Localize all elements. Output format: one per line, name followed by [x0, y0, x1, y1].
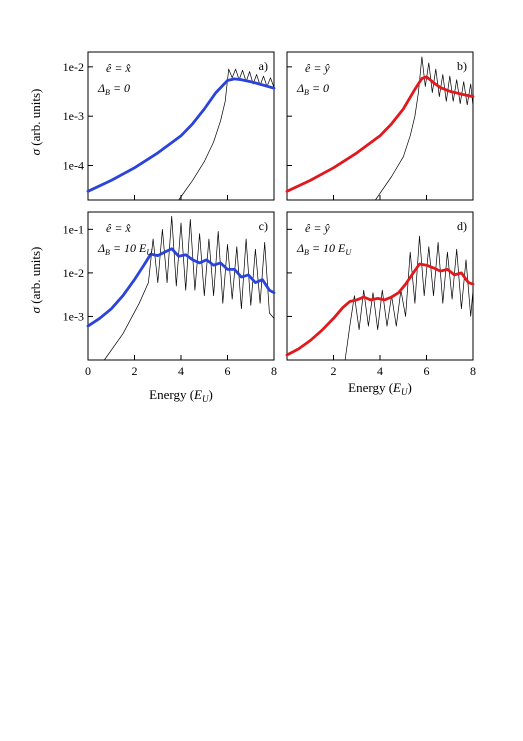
series-line-thin: [375, 56, 474, 201]
x-axis-label-right-sub: U: [401, 387, 408, 397]
panel-letter: b): [457, 59, 467, 73]
polarization-label: ê = x̂: [106, 221, 131, 235]
panel-a: 1e-41e-31e-2 a)ê = x̂ΔB = 0: [63, 51, 276, 201]
delta-unit-subscript: U: [146, 248, 153, 257]
delta-label: ΔB = 0: [296, 81, 329, 97]
delta-label: ΔB = 0: [97, 81, 130, 97]
panel-letter: c): [259, 219, 268, 233]
delta-value: = 0: [309, 81, 329, 95]
x-tick-label: 6: [424, 364, 430, 378]
delta-subscript: B: [105, 88, 110, 97]
x-tick-label: 2: [331, 364, 337, 378]
polarization-label: ê = ŷ: [305, 61, 330, 75]
delta-subscript: B: [304, 88, 309, 97]
delta-symbol: Δ: [296, 241, 304, 255]
series-line-thick: [86, 77, 276, 193]
y-axis-label-bottom-text: (arb. units): [28, 247, 43, 304]
delta-label: ΔB = 10 EU: [296, 241, 352, 257]
delta-symbol: Δ: [296, 81, 304, 95]
polarization-label: ê = x̂: [106, 61, 131, 75]
panel-letter: a): [259, 59, 268, 73]
x-axis-label-right-unit: E: [392, 380, 401, 395]
y-tick-label: 1e-3: [63, 109, 84, 123]
delta-subscript: B: [304, 248, 309, 257]
y-axis-label-top: σ (arb. units): [28, 89, 43, 156]
x-axis-label-right: Energy (EU): [348, 380, 412, 397]
x-tick-label: 2: [132, 364, 138, 378]
x-axis-label-right-suffix: ): [408, 380, 412, 395]
x-tick-label: 8: [470, 364, 476, 378]
x-axis-label-left: Energy (EU): [149, 387, 213, 404]
panel-c: 1e-31e-21e-10 2 4 6 8c)ê = x̂ΔB = 10 EU: [63, 211, 277, 378]
y-tick-label: 1e-4: [63, 159, 84, 173]
x-tick-label: 0: [85, 364, 91, 378]
x-axis-label-left-sub: U: [202, 394, 209, 404]
panel-b: b)ê = ŷΔB = 0: [285, 51, 475, 201]
delta-value: = 10: [110, 241, 139, 255]
polarization-label: ê = ŷ: [305, 221, 330, 235]
series-line-thick: [86, 247, 276, 328]
x-tick-label: 4: [377, 364, 383, 378]
y-tick-label: 1e-2: [63, 60, 84, 74]
delta-value: = 0: [110, 81, 130, 95]
delta-symbol: Δ: [97, 81, 105, 95]
x-axis-label-left-prefix: Energy (: [149, 387, 194, 402]
panel-d: 2 4 6 8d)ê = ŷΔB = 10 EU: [285, 211, 476, 378]
x-axis-label-left-unit: E: [193, 387, 202, 402]
y-axis-label-bottom-sigma: σ: [28, 306, 43, 313]
x-axis-label-left-suffix: ): [209, 387, 213, 402]
series-line-thick: [285, 262, 475, 357]
series-line-thick: [285, 75, 475, 193]
y-axis-label-top-text: (arb. units): [28, 89, 43, 146]
delta-unit: E: [138, 241, 147, 255]
y-axis-label-top-sigma: σ: [28, 148, 43, 155]
delta-unit-subscript: U: [345, 248, 352, 257]
delta-label: ΔB = 10 EU: [97, 241, 153, 257]
x-tick-label: 8: [271, 364, 277, 378]
series-line-thin: [178, 68, 275, 201]
delta-value: = 10: [309, 241, 338, 255]
series-line-thin: [344, 235, 474, 361]
y-axis-label-bottom: σ (arb. units): [28, 247, 43, 314]
x-tick-label: 6: [225, 364, 231, 378]
y-tick-label: 1e-2: [63, 266, 84, 280]
y-tick-label: 1e-1: [63, 222, 84, 236]
x-axis-label-right-prefix: Energy (: [348, 380, 393, 395]
y-tick-label: 1e-3: [63, 309, 84, 323]
panel-letter: d): [457, 219, 467, 233]
delta-symbol: Δ: [97, 241, 105, 255]
delta-subscript: B: [105, 248, 110, 257]
delta-unit: E: [337, 241, 346, 255]
series-line-thin: [103, 215, 275, 361]
x-tick-label: 4: [178, 364, 184, 378]
